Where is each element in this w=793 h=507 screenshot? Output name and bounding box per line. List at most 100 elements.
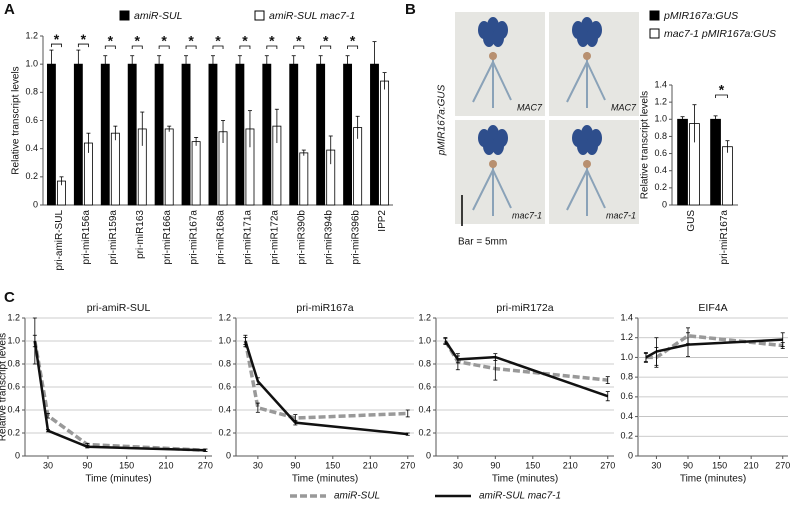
y-tick-label: 1.0 <box>654 114 667 124</box>
micrograph-label: mac7-1 <box>512 210 542 220</box>
y-tick-label: 0.2 <box>218 427 231 437</box>
significance-bracket <box>212 45 224 49</box>
bar <box>208 63 218 206</box>
receptacle <box>583 160 591 168</box>
micrograph-label: MAC7 <box>517 102 543 112</box>
x-tick-label: 210 <box>563 460 578 470</box>
x-tick-label: pri-miR159a <box>108 210 119 265</box>
x-tick-label: 270 <box>775 460 790 470</box>
x-tick-label: pri-miR168a <box>216 210 227 265</box>
y-tick-label: 0.8 <box>620 372 633 382</box>
series-line <box>33 340 206 452</box>
bar <box>380 80 390 206</box>
chart-title: pri-miR167a <box>296 302 353 314</box>
significance-bracket <box>185 45 197 49</box>
legend-swatch <box>649 28 660 39</box>
y-tick-label: 0 <box>226 450 231 460</box>
significance-bracket <box>266 45 278 49</box>
y-tick-label: 0.8 <box>654 131 667 141</box>
bar <box>100 63 110 206</box>
legend-label: mac7-1 pMIR167a:GUS <box>664 28 776 40</box>
x-tick-label: 210 <box>159 460 174 470</box>
chart-title: EIF4A <box>698 302 727 314</box>
panel-letter: C <box>4 289 15 306</box>
micrograph-row-label: pMIR167a:GUS <box>437 84 448 156</box>
petal-stain <box>577 29 589 47</box>
series-line <box>443 340 608 382</box>
stem <box>472 160 512 216</box>
x-tick-label: pri-miR166a <box>162 210 173 265</box>
bar <box>722 146 733 206</box>
significance-bracket <box>158 45 170 49</box>
y-tick-label: 0.2 <box>418 427 431 437</box>
x-tick-label: pri-miR394b <box>323 210 334 265</box>
stem <box>566 52 606 108</box>
x-tick-label: 30 <box>43 460 53 470</box>
y-tick-label: 0.8 <box>25 87 38 97</box>
significance-bracket <box>131 45 143 49</box>
x-tick-label: 150 <box>325 460 340 470</box>
significance-bracket <box>715 94 728 98</box>
x-tick-label: pri-miR390b <box>296 210 307 265</box>
y-tick-label: 0.2 <box>620 431 633 441</box>
y-tick-label: 1.2 <box>418 312 431 322</box>
y-tick-label: 0.4 <box>654 165 667 175</box>
y-axis-title: Relative transcript levels <box>0 333 9 441</box>
x-tick-label: 210 <box>744 460 759 470</box>
y-tick-label: 0.6 <box>418 381 431 391</box>
y-tick-label: 1.0 <box>418 335 431 345</box>
bar <box>677 118 688 206</box>
scale-bar-label: Bar = 5mm <box>458 237 507 248</box>
x-tick-label: pri-miR163 <box>135 210 146 259</box>
panel-letter: B <box>405 1 416 18</box>
x-tick-label: pri-miR156a <box>81 210 92 265</box>
stem <box>472 52 512 108</box>
x-tick-label: pri-miR167a <box>189 210 200 265</box>
petal-stain <box>483 29 495 47</box>
y-tick-label: 0.8 <box>418 358 431 368</box>
bar <box>164 128 174 206</box>
y-tick-label: 1.2 <box>218 312 231 322</box>
y-tick-label: 1.2 <box>654 97 667 107</box>
y-tick-label: 0.4 <box>25 143 38 153</box>
x-tick-label: 270 <box>198 460 213 470</box>
y-tick-label: 1.4 <box>620 312 633 322</box>
bar <box>262 63 272 206</box>
y-tick-label: 1.0 <box>620 352 633 362</box>
x-tick-label: 90 <box>82 460 92 470</box>
significance-bracket <box>239 45 251 49</box>
series-line <box>243 340 408 420</box>
significance-label: * <box>269 33 275 49</box>
x-axis-title: Time (minutes) <box>492 474 558 485</box>
legend-label: amiR-SUL mac7-1 <box>269 10 355 22</box>
x-tick-label: 30 <box>253 460 263 470</box>
significance-bracket <box>104 45 116 49</box>
x-tick-label: 150 <box>119 460 134 470</box>
x-tick-label: 210 <box>363 460 378 470</box>
significance-label: * <box>323 33 329 49</box>
y-tick-label: 0.4 <box>7 404 20 414</box>
bar <box>343 63 353 206</box>
y-tick-label: 0.2 <box>25 171 38 181</box>
panel-letter: A <box>4 1 15 18</box>
y-tick-label: 0.2 <box>7 427 20 437</box>
bar <box>289 63 299 206</box>
y-tick-label: 0 <box>33 199 38 209</box>
stem <box>566 160 606 216</box>
series-line <box>33 340 206 452</box>
y-tick-label: 1.0 <box>25 59 38 69</box>
bar <box>235 63 245 206</box>
x-tick-label: 90 <box>290 460 300 470</box>
bar <box>353 127 363 206</box>
y-tick-label: 0.6 <box>620 391 633 401</box>
series-line <box>645 333 783 360</box>
y-axis-title: Relative transcript levels <box>11 66 22 174</box>
x-tick-label: pri-miR172a <box>269 210 280 265</box>
significance-bracket <box>77 43 89 48</box>
bar <box>46 63 56 206</box>
x-axis-title: Time (minutes) <box>85 474 151 485</box>
x-tick-label: 90 <box>490 460 500 470</box>
significance-label: * <box>296 33 302 49</box>
chart-title: pri-miR172a <box>496 302 553 314</box>
